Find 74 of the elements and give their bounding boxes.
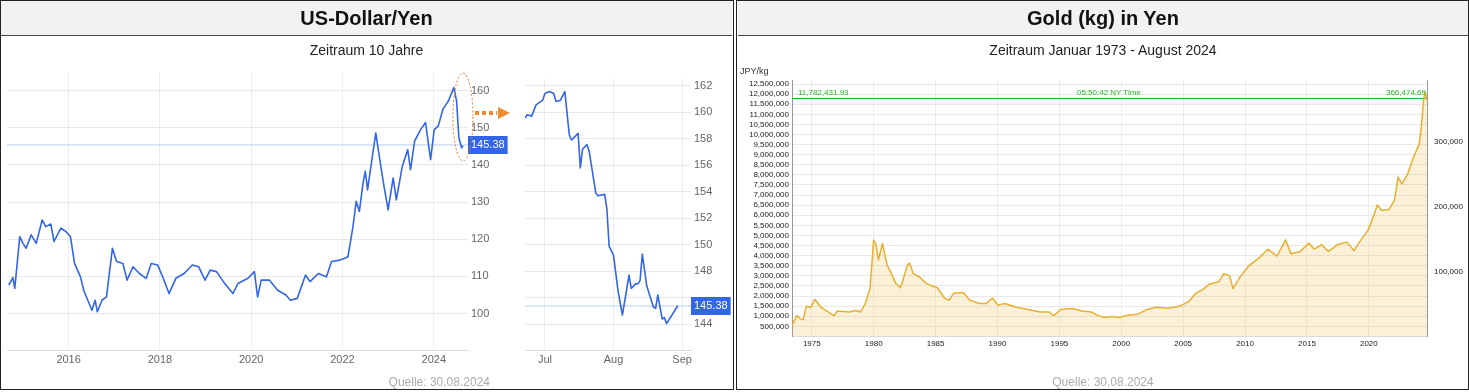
y-tick-label: 10,000,000 bbox=[748, 129, 790, 139]
y-tick-label: 3,000,000 bbox=[753, 271, 790, 281]
y-tick-label: 10,500,000 bbox=[748, 119, 790, 129]
x-tick-label: 2024 bbox=[421, 353, 447, 366]
source-note: Quelle: 30.08.2024 bbox=[388, 375, 490, 389]
y-tick-label: 148 bbox=[694, 264, 713, 277]
y-tick-label: 6,000,000 bbox=[753, 210, 790, 220]
y-tick-label: 110 bbox=[471, 269, 489, 282]
x-tick-label: 2016 bbox=[56, 353, 81, 366]
y-tick-label: 12,500,000 bbox=[748, 79, 790, 89]
x-tick-label: 1975 bbox=[802, 339, 822, 349]
ref-line-label: 145.38 bbox=[471, 137, 505, 150]
y-tick-label: 8,500,000 bbox=[753, 160, 790, 169]
y-tick-label: 2,500,000 bbox=[753, 281, 790, 291]
y-tick-label: 9,500,000 bbox=[753, 139, 790, 149]
y2-tick-label: 200,000 bbox=[1434, 201, 1464, 211]
y-tick-label: 156 bbox=[694, 158, 713, 171]
y-tick-label: 150 bbox=[694, 237, 713, 250]
y-axis-title: JPY/kg bbox=[740, 65, 769, 76]
x-tick-label: Jul bbox=[537, 353, 552, 366]
y-tick-label: 152 bbox=[694, 211, 713, 224]
y-tick-label: 6,500,000 bbox=[753, 200, 790, 210]
x-tick-label: 1980 bbox=[864, 339, 884, 349]
y-tick-label: 5,000,000 bbox=[753, 230, 790, 240]
y-tick-label: 4,000,000 bbox=[753, 250, 790, 260]
x-tick-label: 2018 bbox=[147, 353, 173, 366]
y-tick-label: 4,500,000 bbox=[753, 240, 790, 250]
y-tick-label: 160 bbox=[471, 83, 490, 96]
x-tick-label: 2010 bbox=[1236, 339, 1255, 349]
chart-subtitle: Zeitraum 10 Jahre bbox=[308, 42, 425, 58]
x-tick-label: Aug bbox=[603, 353, 624, 366]
y-tick-label: 3,500,000 bbox=[753, 260, 790, 270]
y-tick-label: 144 bbox=[694, 317, 713, 330]
annotation: 05:50:42 NY Time bbox=[1076, 87, 1142, 97]
y-tick-label: 130 bbox=[471, 195, 490, 208]
x-tick-label: 2020 bbox=[1359, 339, 1379, 349]
x-tick-label: 2022 bbox=[330, 353, 355, 366]
x-tick-label: 2020 bbox=[238, 353, 264, 366]
y-tick-label: 5,500,000 bbox=[753, 220, 790, 230]
y-tick-label: 140 bbox=[471, 157, 490, 170]
chart-title: Gold (kg) in Yen bbox=[738, 1, 1468, 36]
y-tick-label: 1,500,000 bbox=[753, 301, 790, 311]
y2-tick-label: 300,000 bbox=[1434, 136, 1464, 146]
ref-line-label: 145.38 bbox=[694, 299, 728, 312]
y-tick-label: 158 bbox=[694, 131, 713, 144]
y-tick-label: 150 bbox=[471, 120, 490, 133]
y-tick-label: 160 bbox=[694, 105, 713, 118]
y-tick-label: 8,000,000 bbox=[753, 170, 790, 180]
source-note: Quelle: 30.08.2024 bbox=[1051, 375, 1155, 389]
y-tick-label: 11,000,000 bbox=[749, 109, 790, 119]
x-tick-label: 1985 bbox=[926, 339, 946, 349]
x-tick-label: 1995 bbox=[1050, 339, 1069, 349]
y-tick-label: 9,000,000 bbox=[753, 149, 790, 159]
y-tick-label: 120 bbox=[471, 232, 490, 245]
y2-tick-label: 100,000 bbox=[1434, 266, 1464, 276]
x-tick-label: 1990 bbox=[988, 339, 1007, 349]
x-tick-label: Sep bbox=[672, 353, 692, 366]
annotation: 366,474.69 bbox=[1385, 87, 1427, 97]
y-tick-label: 162 bbox=[694, 78, 713, 91]
y-tick-label: 7,500,000 bbox=[753, 180, 790, 190]
y-tick-label: 1,000,000 bbox=[753, 311, 790, 321]
x-tick-label: 2000 bbox=[1112, 339, 1131, 349]
y-tick-label: 12,000,000 bbox=[748, 89, 790, 99]
y-tick-label: 500,000 bbox=[760, 321, 790, 331]
y-tick-label: 2,000,000 bbox=[753, 291, 790, 301]
y-tick-label: 11,500,000 bbox=[749, 99, 790, 109]
chart-subtitle: Zeitraum Januar 1973 - August 2024 bbox=[988, 42, 1218, 58]
ref-line-label: 11,782,431.93 bbox=[798, 87, 850, 97]
y-tick-label: 154 bbox=[694, 184, 713, 197]
chart-title: US-Dollar/Yen bbox=[1, 1, 732, 36]
y-tick-label: 7,000,000 bbox=[753, 190, 790, 200]
x-tick-label: 2005 bbox=[1174, 339, 1193, 349]
y-tick-label: 100 bbox=[471, 306, 490, 319]
x-tick-label: 2015 bbox=[1298, 339, 1317, 349]
